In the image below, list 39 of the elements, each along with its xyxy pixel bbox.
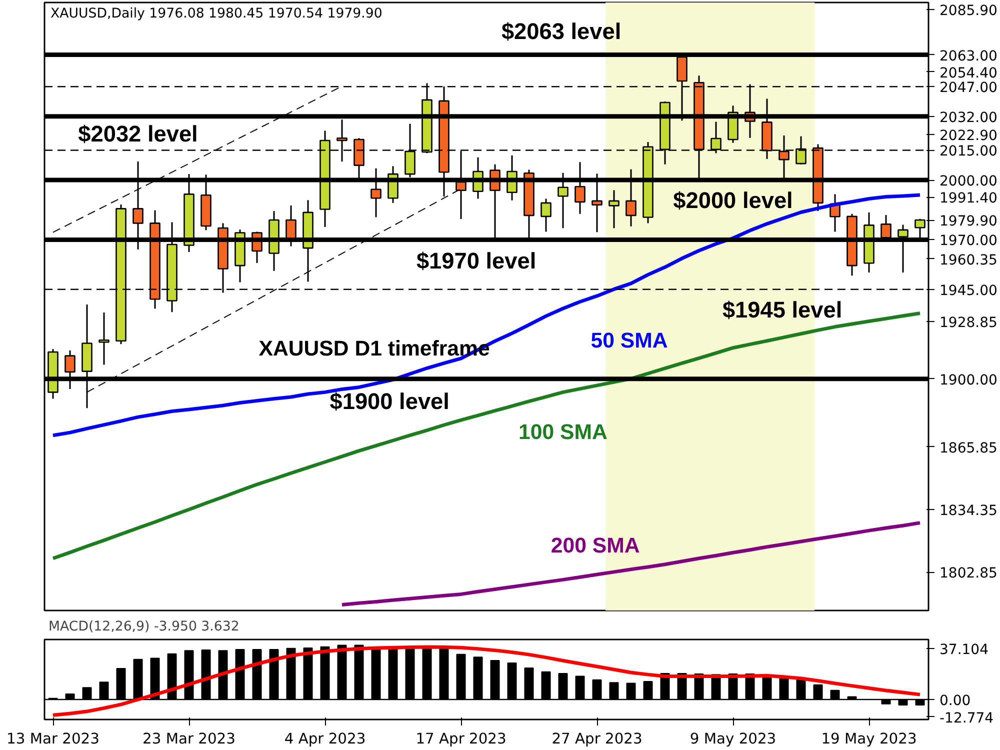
y-tick-label: 37.104 <box>940 642 989 658</box>
series-label: 100 SMA <box>518 420 608 444</box>
y-tick-label: 1945.00 <box>940 282 998 299</box>
series-label: 50 SMA <box>590 328 668 352</box>
y-tick-label: 2085.90 <box>940 2 998 19</box>
y-tick-label: 1865.85 <box>940 440 998 456</box>
x-tick-label: 19 May 2023 <box>821 730 917 748</box>
ref-line-label: $1970 level <box>416 248 536 274</box>
y-tick-label: 1979.90 <box>940 214 998 230</box>
x-tick-label: 4 Apr 2023 <box>284 730 366 748</box>
series-label: 200 SMA <box>550 534 640 558</box>
y-tick-label: 2032.00 <box>940 110 998 126</box>
ref-line-label: $2063 level <box>501 18 622 44</box>
chart-title: MACD(12,26,9) -3.950 3.632 <box>48 620 240 634</box>
y-tick-label: 1960.35 <box>940 252 998 268</box>
chart-title: XAUUSD,Daily 1976.08 1980.45 1970.54 1979.90 <box>50 6 382 22</box>
x-tick-label: 17 Apr 2023 <box>416 730 506 748</box>
y-tick-label: 2054.40 <box>940 65 998 82</box>
y-tick-label: 1834.35 <box>940 502 998 519</box>
ref-line-label: $1900 level <box>330 388 450 414</box>
x-tick-label: 9 May 2023 <box>690 730 776 748</box>
ref-line-label: $2032 level <box>78 120 198 146</box>
y-tick-label: 1991.40 <box>940 190 998 207</box>
y-tick-label: 1928.85 <box>940 315 998 332</box>
y-tick-label: 1802.85 <box>940 566 998 582</box>
x-tick-label: 27 Apr 2023 <box>552 730 642 748</box>
ref-line-label: $2000 level <box>673 187 793 214</box>
y-tick-label: 2015.00 <box>940 144 998 160</box>
y-tick-label: 1970.00 <box>940 233 998 250</box>
y-tick-label: 1900.00 <box>940 372 998 388</box>
y-tick-label: 2047.00 <box>940 80 998 96</box>
x-tick-label: 13 Mar 2023 <box>6 730 100 748</box>
y-tick-label: 2063.00 <box>940 48 998 64</box>
y-tick-label: 2000.00 <box>940 174 998 190</box>
y-tick-label: -12.774 <box>940 710 994 726</box>
x-tick-label: 23 Mar 2023 <box>142 730 236 748</box>
y-tick-label: 2022.90 <box>940 128 998 144</box>
ref-line-label: $1945 level <box>722 296 842 322</box>
y-tick-label: 0.00 <box>940 693 971 709</box>
